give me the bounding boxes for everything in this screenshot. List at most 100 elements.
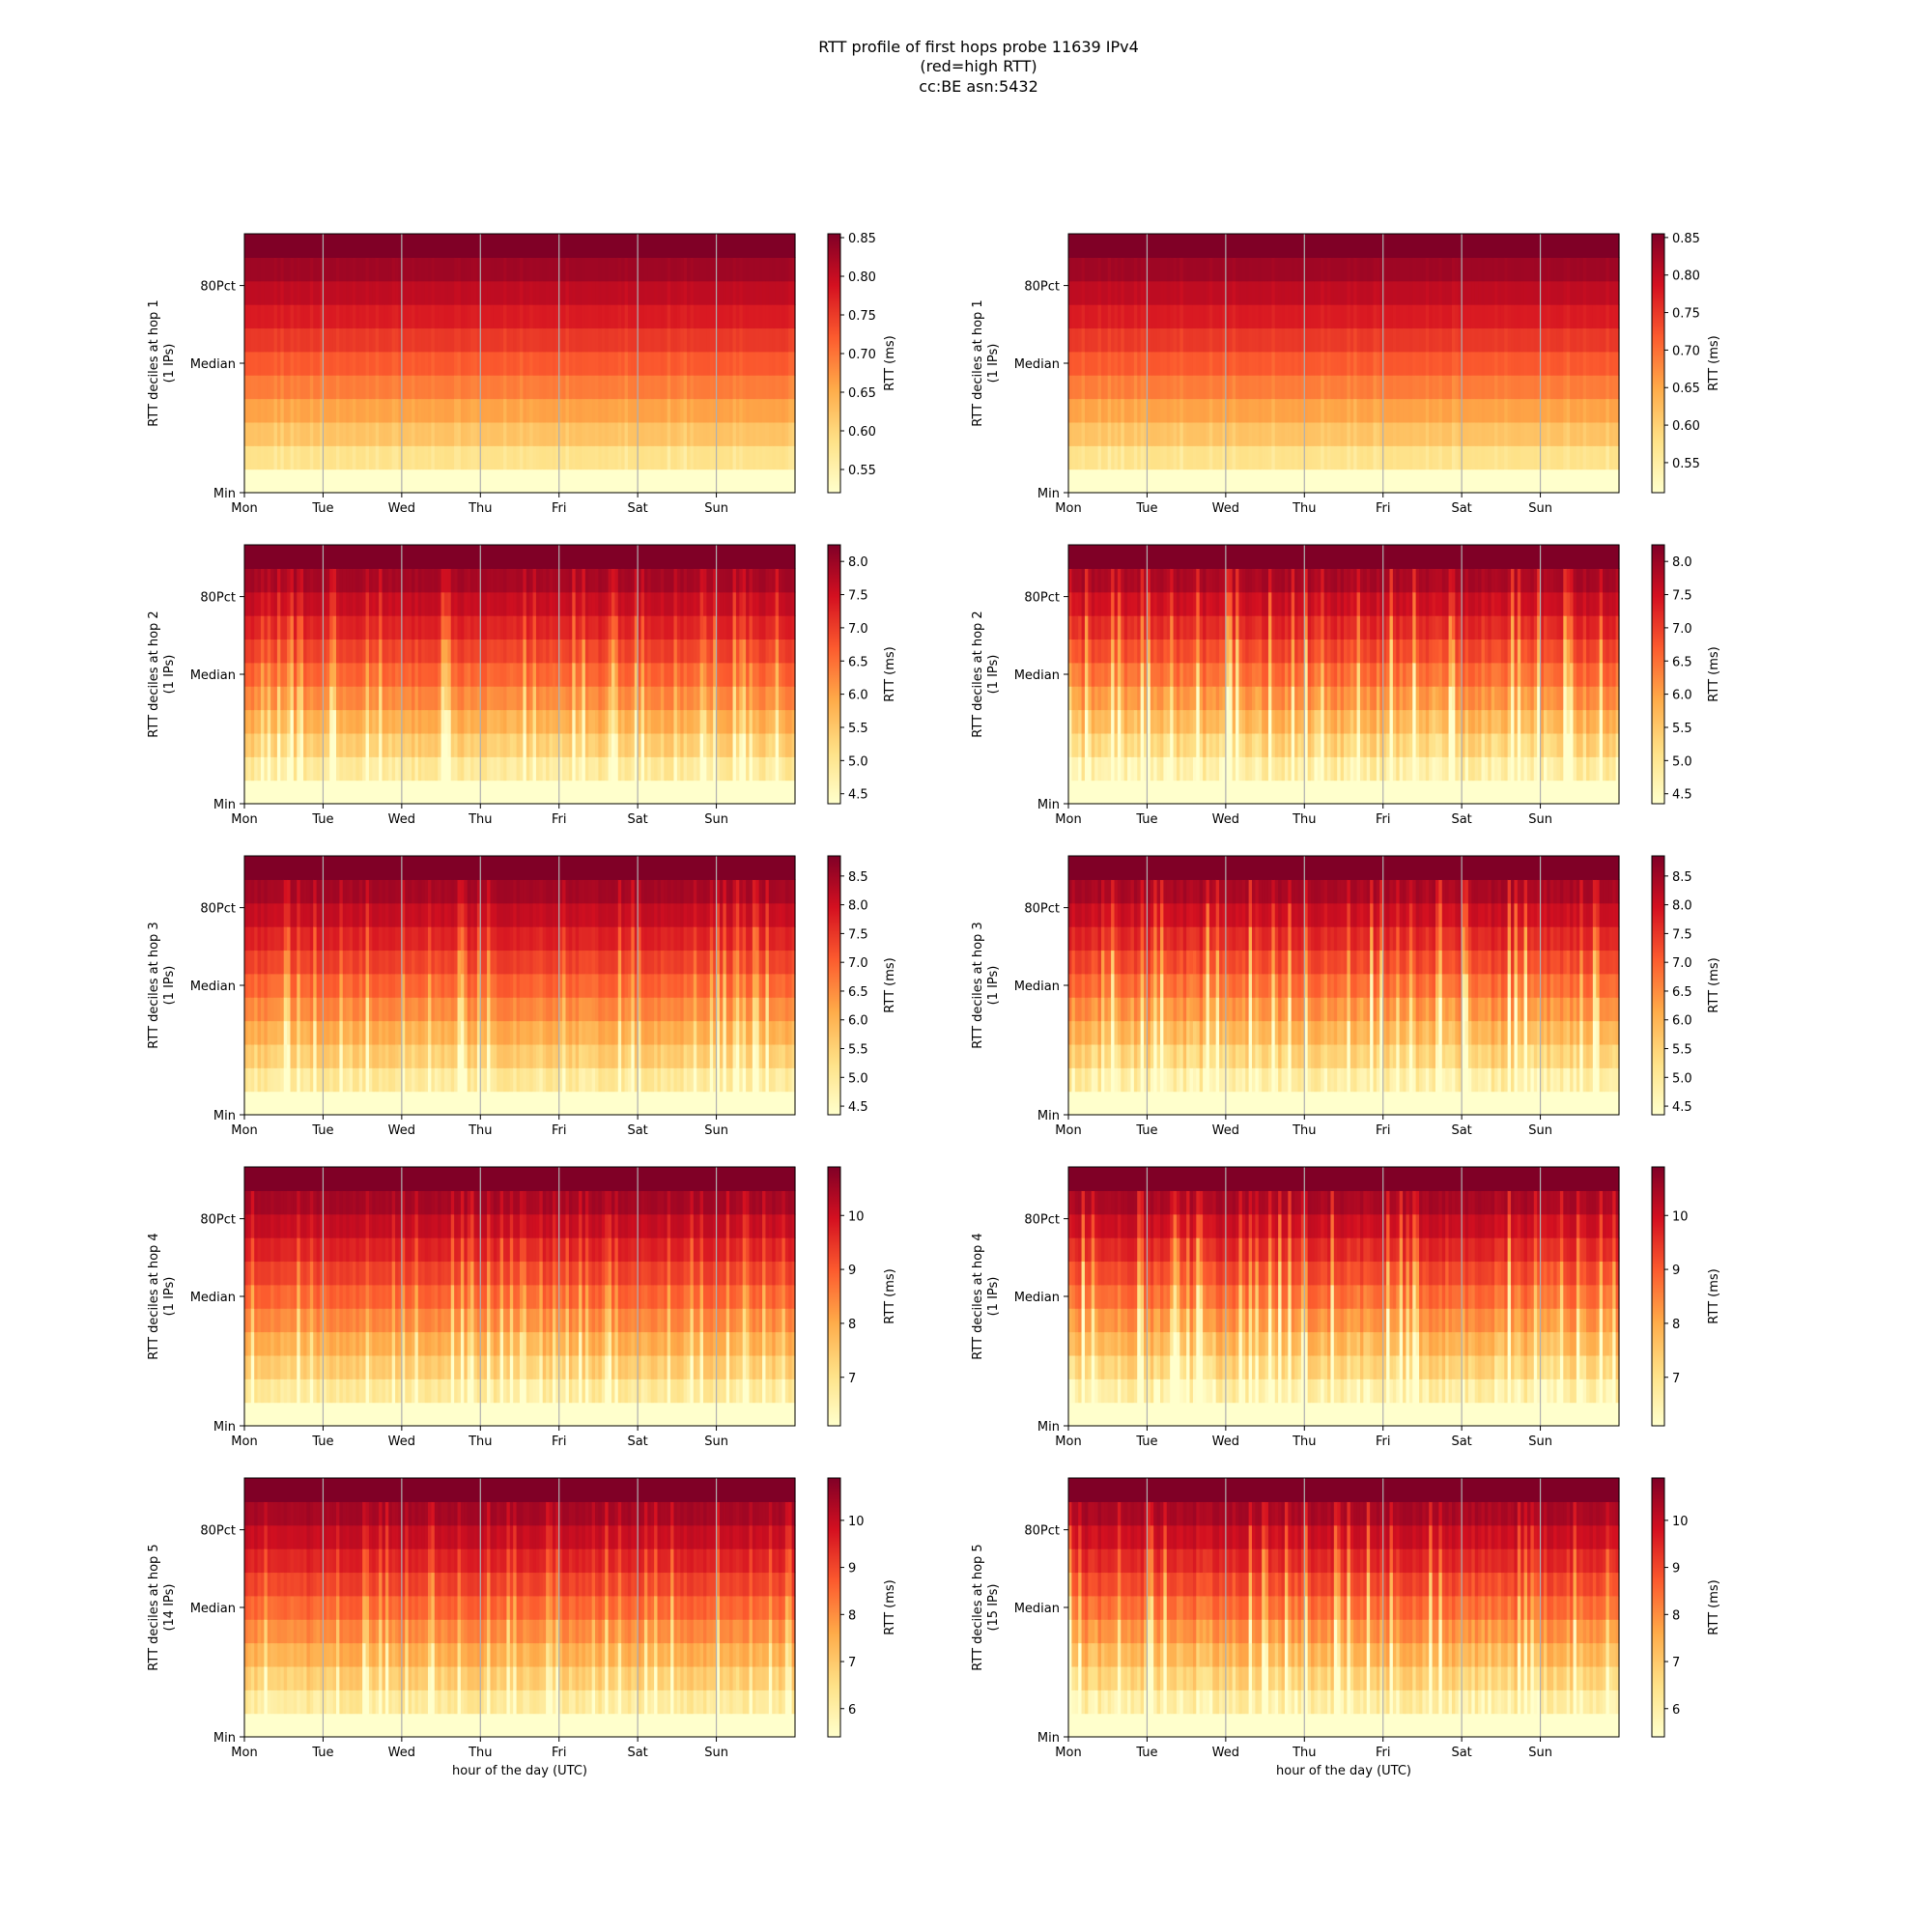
heatmap-cell (1422, 445, 1427, 470)
heatmap-cell (1137, 469, 1142, 494)
heatmap-cell (1321, 445, 1325, 470)
heatmap-cell (473, 280, 478, 305)
heatmap-cell (470, 445, 475, 470)
heatmap-cell (749, 375, 753, 400)
heatmap-cell (1068, 257, 1072, 282)
heatmap-cell (428, 327, 432, 353)
heatmap-cell (523, 280, 527, 305)
heatmap-cell (1359, 469, 1364, 494)
heatmap-cell (346, 445, 351, 470)
heatmap-cell (1300, 469, 1305, 494)
heatmap-cell (1294, 327, 1299, 353)
heatmap-cell (309, 304, 314, 329)
heatmap-cell (1130, 327, 1135, 353)
heatmap-cell (299, 398, 304, 423)
heatmap-cell (1137, 257, 1142, 282)
heatmap-cell (735, 351, 740, 376)
heatmap-cell (683, 304, 688, 329)
heatmap-cell (1123, 421, 1128, 446)
heatmap-cell (1258, 234, 1263, 258)
heatmap-cell (1173, 327, 1178, 353)
heatmap-cell (582, 327, 586, 353)
heatmap-cell (523, 568, 527, 593)
heatmap-cell (1160, 234, 1164, 258)
heatmap-cell (276, 351, 281, 376)
heatmap-cell (584, 375, 589, 400)
heatmap-cell (526, 351, 530, 376)
heatmap-cell (287, 421, 292, 446)
heatmap-cell (1091, 421, 1095, 446)
heatmap-cell (1176, 351, 1180, 376)
heatmap-cell (591, 615, 596, 640)
heatmap-cell (1245, 445, 1250, 470)
heatmap-cell (1166, 304, 1171, 329)
heatmap-cell (1074, 351, 1079, 376)
figure-title-line3: cc:BE asn:5432 (919, 77, 1038, 96)
heatmap-cell (431, 568, 436, 593)
heatmap-cell (1491, 351, 1495, 376)
heatmap-cell (779, 304, 783, 329)
heatmap-cell (1484, 375, 1489, 400)
heatmap-cell (299, 375, 304, 400)
heatmap-cell (316, 351, 321, 376)
heatmap-cell (1094, 304, 1099, 329)
heatmap-cell (499, 709, 504, 734)
heatmap-cell (687, 375, 692, 400)
heatmap-cell (293, 398, 298, 423)
heatmap-cell (1127, 421, 1132, 446)
heatmap-cell (568, 615, 573, 640)
heatmap-cell (368, 234, 373, 258)
heatmap-cell (1474, 327, 1479, 353)
heatmap-cell (729, 234, 734, 258)
heatmap-cell (1340, 469, 1345, 494)
heatmap-cell (283, 257, 288, 282)
heatmap-cell (1379, 351, 1384, 376)
heatmap-cell (424, 375, 429, 400)
heatmap-cell (499, 398, 504, 423)
heatmap-cell (375, 398, 380, 423)
heatmap-cell (254, 280, 259, 305)
heatmap-cell (1241, 421, 1246, 446)
heatmap-cell (1255, 351, 1260, 376)
heatmap-cell (1566, 375, 1571, 400)
heatmap-cell (365, 375, 370, 400)
heatmap-cell (1481, 469, 1486, 494)
heatmap-cell (1327, 421, 1332, 446)
heatmap-cell (293, 257, 298, 282)
heatmap-cell (283, 304, 288, 329)
heatmap-cell (1422, 234, 1427, 258)
heatmap-cell (1323, 327, 1328, 353)
heatmap-cell (539, 445, 544, 470)
heatmap-cell (424, 469, 429, 494)
heatmap-cell (634, 257, 639, 282)
heatmap-cell (1236, 421, 1240, 446)
heatmap-cell (1553, 327, 1558, 353)
heatmap-cell (673, 280, 678, 305)
heatmap-cell (382, 280, 386, 305)
heatmap-cell (555, 304, 560, 329)
heatmap-cell (565, 375, 570, 400)
heatmap-cell (503, 327, 508, 353)
heatmap-cell (713, 280, 718, 305)
heatmap-cell (1208, 398, 1213, 423)
heatmap-cell (1441, 327, 1446, 353)
heatmap-cell (667, 421, 671, 446)
heatmap-cell (1327, 445, 1332, 470)
heatmap-cell (572, 327, 577, 353)
heatmap-cell (467, 257, 471, 282)
heatmap-cell (742, 398, 747, 423)
heatmap-cell (1432, 351, 1436, 376)
heatmap-cell (264, 445, 269, 470)
heatmap-cell (349, 327, 354, 353)
heatmap-cell (699, 234, 704, 258)
heatmap-cell (1133, 351, 1138, 376)
heatmap-cell (372, 327, 377, 353)
heatmap-cell (1353, 257, 1358, 282)
heatmap-cell (1212, 469, 1217, 494)
heatmap-cell (421, 375, 426, 400)
heatmap-cell (434, 304, 439, 329)
heatmap-cell (1327, 257, 1332, 282)
heatmap-cell (1422, 327, 1427, 353)
heatmap-cell (725, 257, 730, 282)
heatmap-cell (546, 591, 551, 616)
